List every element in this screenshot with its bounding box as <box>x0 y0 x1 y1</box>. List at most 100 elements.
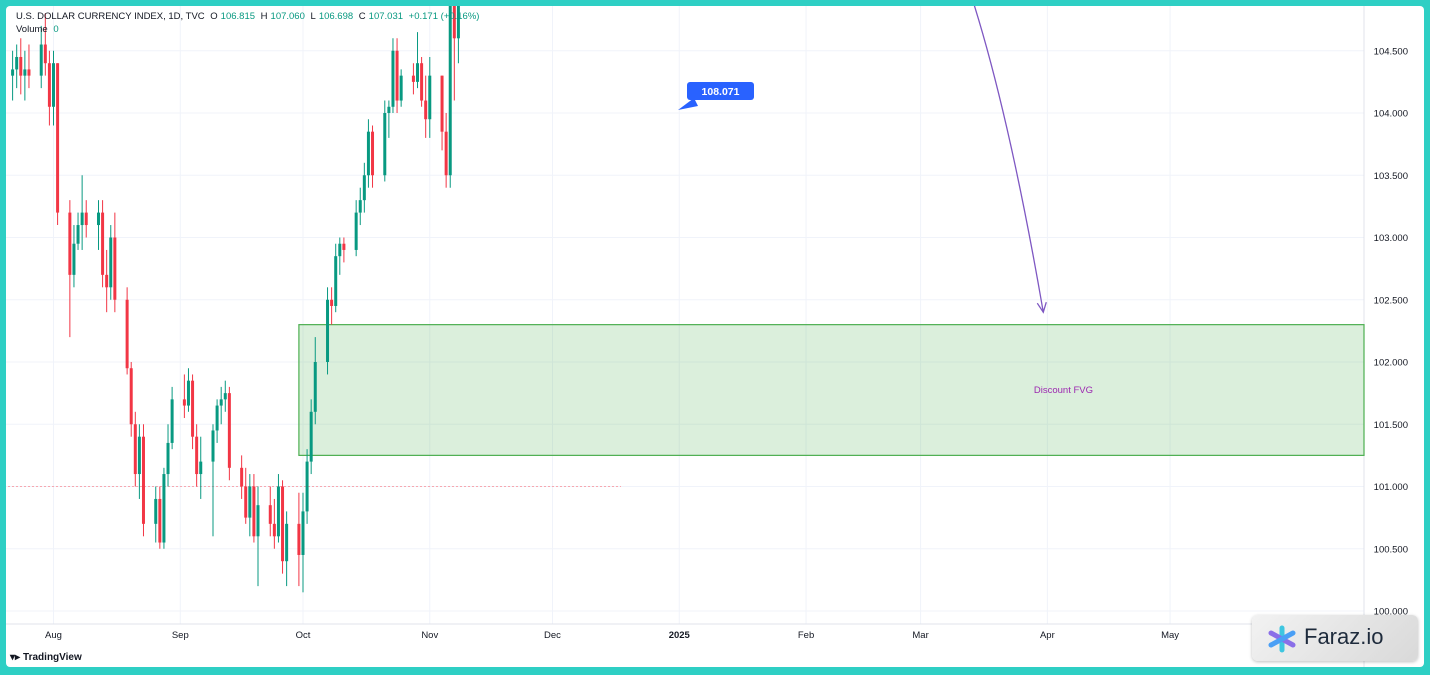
candle-up <box>338 243 342 257</box>
candle-up <box>80 212 84 226</box>
tradingview-brand: TradingView <box>23 652 82 663</box>
candle-down <box>342 243 346 250</box>
candle-down <box>440 75 444 132</box>
candle-up <box>215 405 219 431</box>
x-axis-tick-label: 2025 <box>669 630 691 641</box>
candle-down <box>420 63 424 101</box>
candle-up <box>154 498 158 524</box>
candle-up <box>170 399 174 443</box>
candle-down <box>68 212 72 275</box>
key-level-price-text: 108.071 <box>702 86 740 98</box>
candle-down <box>371 131 375 176</box>
candle-down <box>444 131 448 176</box>
y-axis-tick-label: 104.500 <box>1374 46 1408 57</box>
candle-up <box>456 6 460 39</box>
candle-down <box>141 436 145 524</box>
high-value: 107.060 <box>270 11 305 22</box>
candle-up <box>309 411 313 462</box>
candle-up <box>256 505 260 537</box>
low-value: 106.698 <box>318 11 354 22</box>
y-axis-tick-label: 101.000 <box>1374 482 1408 493</box>
candle-down <box>182 399 186 406</box>
candle-down <box>43 44 47 64</box>
candle-up <box>137 436 141 475</box>
candle-down <box>395 50 399 101</box>
candle-up <box>358 200 362 213</box>
change-value: +0.171 (+0.16%) <box>408 11 480 22</box>
candle-up <box>72 243 76 275</box>
candle-down <box>84 212 88 226</box>
candle-up <box>313 362 317 412</box>
volume-legend: Volume 0 <box>16 24 62 35</box>
candle-down <box>56 63 60 213</box>
candle-up <box>366 131 370 176</box>
candle-up <box>248 486 252 518</box>
candle-up <box>416 63 420 82</box>
tradingview-icon: ▾▸ <box>10 652 21 663</box>
candle-up <box>23 69 27 76</box>
candle-up <box>305 461 309 512</box>
candle-up <box>52 63 55 107</box>
y-axis-tick-label: 100.000 <box>1374 607 1408 618</box>
candle-up <box>326 299 330 362</box>
faraz-watermark: Faraz.io <box>1252 615 1418 661</box>
candle-up <box>399 75 403 101</box>
candle-down <box>330 299 334 306</box>
candle-down <box>101 212 105 275</box>
price-chart[interactable]: 100.000 100.500 101.000 101.500 102.000 102.5… <box>6 6 1424 667</box>
open-label: O <box>210 11 218 22</box>
candle-up <box>301 511 305 555</box>
candle-up <box>354 212 358 250</box>
candle-down <box>272 523 276 537</box>
x-axis-tick-label: Oct <box>296 630 311 641</box>
x-axis-tick-label: Dec <box>544 630 561 641</box>
y-axis-tick-label: 103.000 <box>1374 233 1408 244</box>
projection-arrowhead <box>1036 302 1047 314</box>
candle-up <box>285 523 289 562</box>
candle-up <box>334 256 338 306</box>
y-axis-tick-label: 104.000 <box>1374 109 1408 120</box>
candle-down <box>105 274 109 288</box>
candle-up <box>448 6 452 176</box>
x-axis-tick-label: May <box>1161 630 1179 641</box>
candle-down <box>125 299 129 369</box>
watermark-text: Faraz.io <box>1304 624 1384 649</box>
y-axis-tick-label: 103.500 <box>1374 171 1408 182</box>
candle-up <box>199 461 203 475</box>
projection-curve <box>973 6 1044 313</box>
candle-up <box>391 50 395 107</box>
candle-up <box>383 113 387 176</box>
symbol-title: U.S. DOLLAR CURRENCY INDEX, 1D, TVC <box>16 11 205 22</box>
volume-value: 0 <box>53 24 59 35</box>
candle-down <box>27 69 31 76</box>
close-label: C <box>358 11 366 22</box>
x-axis-tick-label: Feb <box>798 630 814 641</box>
candle-up <box>211 430 215 462</box>
candle-up <box>39 44 43 76</box>
candle-down <box>19 56 23 76</box>
high-label: H <box>260 11 268 22</box>
key-level-price-badge <box>687 82 754 100</box>
candle-up <box>166 442 170 475</box>
y-axis-tick-label: 102.500 <box>1374 295 1408 306</box>
tradingview-logo[interactable]: ▾▸ TradingView <box>10 652 82 663</box>
candle-down <box>424 100 428 120</box>
candle-down <box>281 486 285 562</box>
candle-down <box>244 486 248 518</box>
ohlc-legend: U.S. DOLLAR CURRENCY INDEX, 1D, TVC O 106… <box>16 11 482 22</box>
candle-up <box>186 380 190 406</box>
candle-down <box>113 237 117 300</box>
candle-up <box>219 399 223 406</box>
x-axis-tick-label: Nov <box>421 630 438 641</box>
discount-fvg-zone <box>298 324 1365 456</box>
candle-down <box>195 436 199 475</box>
candle-up <box>387 106 391 113</box>
x-axis-tick-label: Apr <box>1040 630 1055 641</box>
low-label: L <box>310 11 316 22</box>
candle-up <box>76 225 80 244</box>
candle-down <box>227 393 231 468</box>
y-axis-tick-label: 102.000 <box>1374 358 1408 369</box>
y-axis-tick-label: 101.500 <box>1374 420 1408 431</box>
candle-up <box>109 237 113 288</box>
candle-up <box>162 474 166 543</box>
